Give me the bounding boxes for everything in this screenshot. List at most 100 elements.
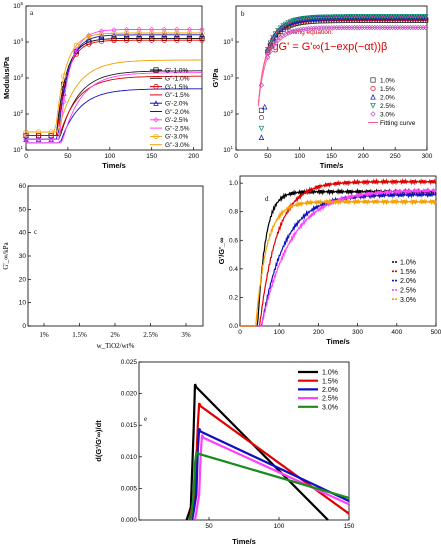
panel-a-series-marker (73, 47, 79, 53)
panel-e-y-tick-label: 0.015 (121, 422, 138, 429)
panel-b-data-marker (280, 23, 286, 29)
panel-b-data-marker (258, 125, 265, 132)
panel-b-x-tick-label: 100 (294, 153, 305, 160)
panel-b-data-marker (308, 25, 314, 32)
panel-e-letter: e (144, 415, 147, 423)
panel-b-data-marker (305, 26, 312, 32)
panel-a-legend-label: G'-2.5% (165, 117, 188, 124)
panel-d-normalized-chart: d 0 100 200 300 400 500 0.0 0.2 0.4 0.6 0.8 1.0 Time/… (217, 175, 441, 346)
panel-b-data-marker (277, 25, 284, 32)
panel-c-x-axis-label: w_TiO2/wt% (97, 342, 135, 350)
panel-a-series-marker (98, 38, 104, 44)
panel-e-x-tick-label: 150 (344, 523, 355, 530)
panel-b-data-marker (272, 31, 279, 37)
panel-b-x-tick-label: 200 (358, 153, 369, 160)
panel-b-y-tick-exponent: 1 (230, 145, 233, 150)
panel-b-data-marker (308, 15, 314, 21)
panel-a-legend-label: G'-2.0% (165, 101, 188, 108)
panel-e-series-line (191, 427, 350, 521)
panel-a-legend-label: G''-2.0% (165, 109, 190, 116)
panel-b-fitting-curve (257, 27, 427, 107)
panel-d-y-tick-label: 0.0 (229, 323, 238, 330)
panel-c-x-tick-label: 2% (110, 331, 120, 339)
panel-a-series-marker (149, 30, 155, 36)
panel-a-y-tick-exponent: 3 (20, 73, 23, 78)
panel-a-series-line (26, 32, 202, 133)
panel-a-series-marker (86, 36, 92, 43)
panel-a-x-tick-label: 200 (188, 153, 199, 160)
panel-e-rate-chart: e 50 100 150 0.000 0.005 0.010 0.015 0.020 0.025 T… (94, 359, 355, 546)
panel-d-x-tick-label: 400 (391, 329, 402, 336)
panel-b-data-marker (423, 24, 429, 31)
panel-a-y-tick-exponent: 5 (20, 1, 23, 6)
panel-a-y-tick-label: 102 (13, 109, 23, 118)
panel-c-x-tick-label: 3% (181, 331, 191, 339)
panel-d-legend-label: 3.0% (400, 297, 416, 304)
panel-e-legend-label: 2.5% (322, 396, 338, 403)
panel-b-fitting-curve (257, 17, 427, 105)
panel-b-legend-label: 1.5% (380, 86, 395, 93)
panel-d-legend-label: 1.0% (400, 260, 416, 267)
panel-a-series-marker (98, 28, 105, 34)
panel-b-legend-fit-label: Fitting curve (380, 120, 416, 127)
panel-b-data-marker (282, 21, 289, 28)
panel-a-series-marker (174, 37, 180, 43)
panel-a-series-marker (161, 30, 167, 36)
panel-b-data-marker (310, 25, 317, 32)
panel-c-letter: c (34, 228, 37, 236)
panel-b-legend-label: 2.5% (380, 103, 395, 110)
panel-c-x-tick-label: 2.5% (143, 331, 158, 339)
panel-a-x-tick-label: 100 (104, 153, 115, 160)
panel-a-legend-label: G'-1.0% (165, 67, 188, 74)
panel-b-y-tick-exponent: 3 (230, 73, 233, 78)
panel-a-series-marker (124, 30, 130, 36)
panel-d-x-tick-label: 100 (274, 329, 285, 336)
panel-d-legend-label: 1.5% (400, 269, 416, 276)
panel-d-series-line (240, 177, 437, 327)
panel-e-y-tick-label: 0.000 (121, 517, 138, 524)
panel-a-legend-label: G'-3.0% (165, 134, 188, 141)
panel-b-y-tick-label: 103 (223, 73, 233, 82)
panel-a-series-marker (161, 37, 167, 43)
panel-a-series-marker (199, 26, 205, 33)
panel-a-legend-marker (153, 84, 159, 90)
panel-a-series-marker (174, 30, 180, 36)
panel-a-series-line (26, 28, 202, 140)
panel-b-data-marker (270, 44, 276, 50)
panel-a-series-marker (111, 37, 117, 44)
panel-b-x-tick-label: 0 (234, 153, 238, 160)
panel-a-series-marker (186, 26, 193, 33)
panel-a-x-tick-label: 150 (146, 153, 157, 160)
panel-c-y-tick-label: 20 (19, 276, 27, 283)
panel-a-series-line (26, 75, 202, 137)
panel-d-series-line (240, 187, 437, 327)
panel-b-x-tick-label: 50 (264, 153, 272, 160)
panel-c-plot-frame (27, 185, 204, 327)
panel-b-data-marker (316, 14, 322, 21)
panel-b-data-marker (258, 115, 265, 121)
panel-d-y-tick-label: 0.6 (229, 237, 238, 244)
panel-b-data-marker (267, 40, 274, 47)
panel-a-series-marker (23, 136, 29, 142)
panel-a-y-tick-label: 104 (13, 37, 23, 46)
panel-a-legend-label: G''-2.5% (165, 125, 190, 132)
panel-e-series-line (193, 434, 350, 521)
panel-e-plot-frame (138, 361, 350, 521)
panel-d-y-axis-label: G'/G'_∞ (217, 238, 226, 265)
panel-b-y-tick-label: 101 (223, 145, 233, 154)
panel-c-y-tick-label: 60 (19, 183, 27, 190)
panel-b-data-marker (290, 18, 297, 24)
panel-e-legend-label: 1.5% (322, 378, 338, 385)
panel-b-legend-marker (370, 85, 376, 92)
panel-a-series-marker (73, 42, 79, 48)
panel-a-legend-marker (153, 100, 159, 106)
panel-c-y-tick-label: 10 (19, 300, 27, 307)
panel-a-series-marker (86, 33, 92, 40)
panel-a-letter: a (30, 9, 34, 17)
panel-d-legend-label: 2.0% (400, 278, 416, 285)
panel-a-legend-label: G''-1.5% (165, 92, 190, 99)
panel-b-y-tick-label: 104 (223, 37, 233, 46)
panel-b-data-marker (275, 37, 281, 43)
panel-a-x-axis-label: Time/s (102, 161, 126, 170)
panel-a-legend-label: G''-3.0% (165, 142, 190, 149)
